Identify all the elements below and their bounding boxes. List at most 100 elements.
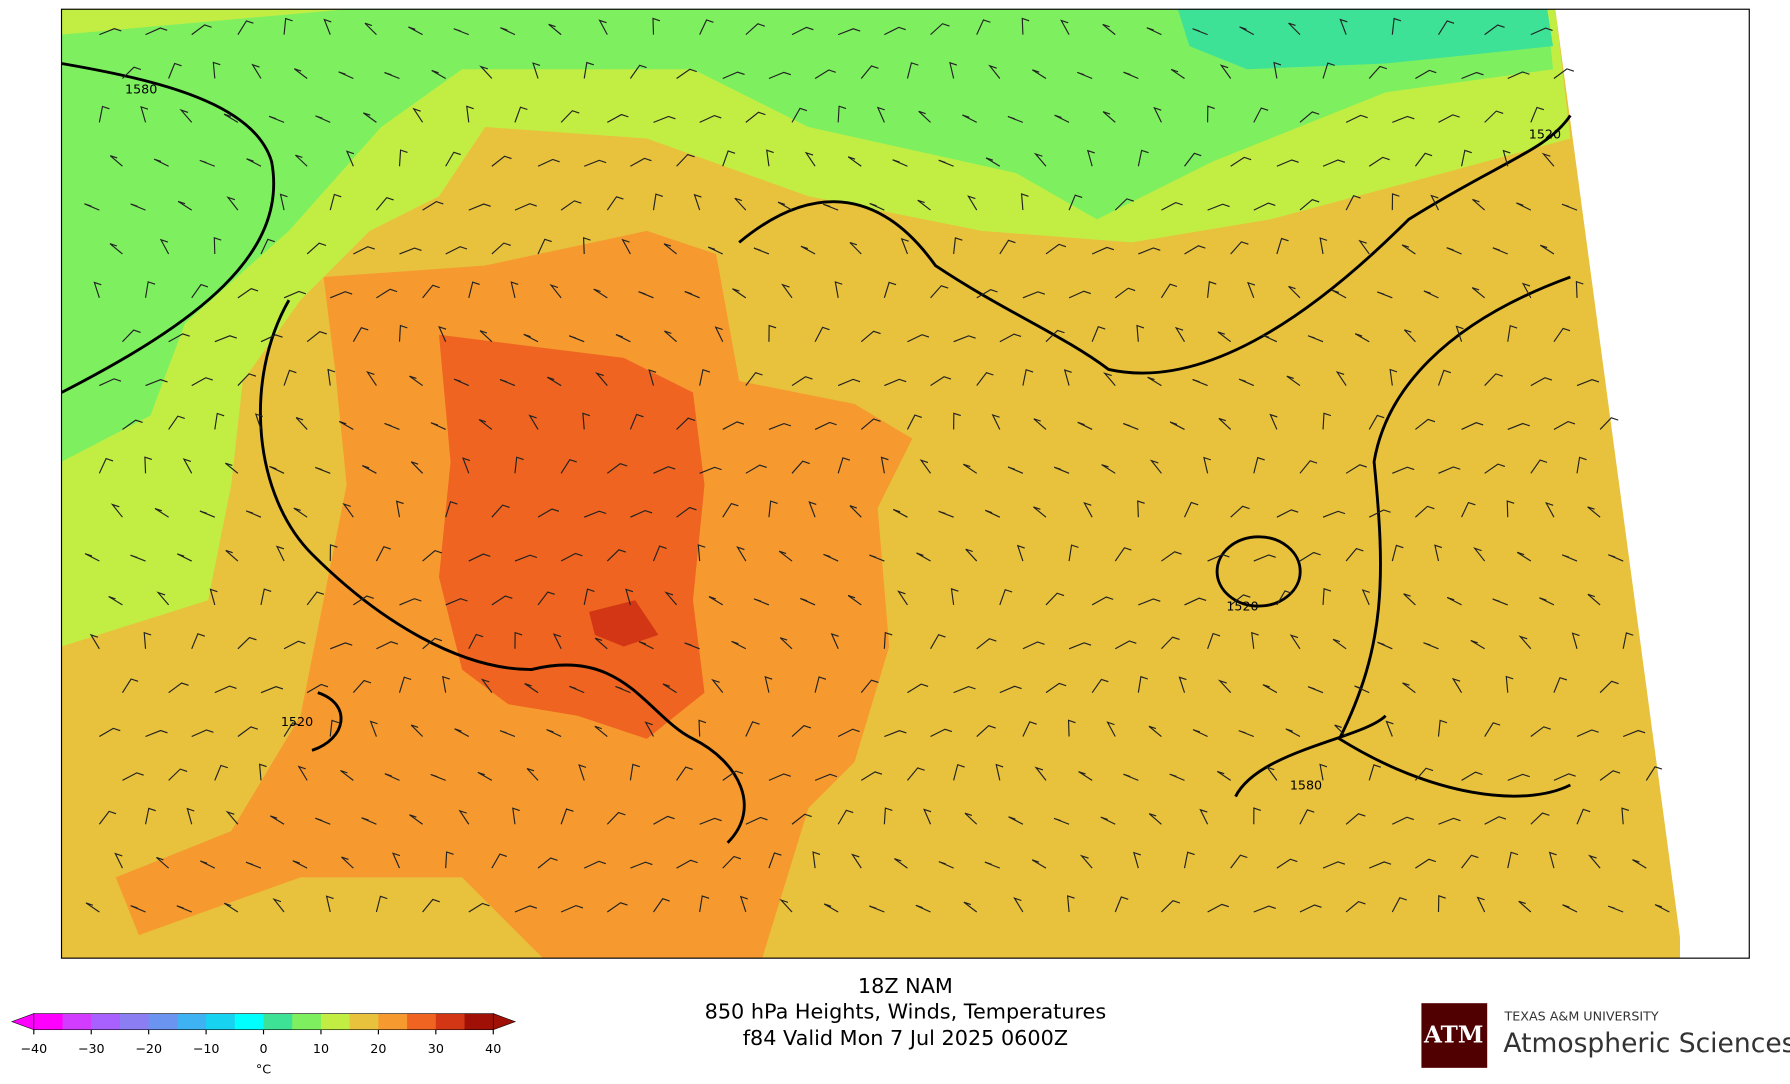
wind-barb (1446, 247, 1462, 255)
wind-barb (884, 730, 907, 738)
wind-barb (823, 553, 839, 562)
wind-barb (453, 378, 470, 387)
wind-barb (963, 463, 978, 474)
wind-barb (1541, 152, 1555, 167)
wind-barb (1354, 685, 1370, 694)
wind-barb (524, 683, 539, 694)
wind-barb (442, 675, 450, 693)
wind-barb (1599, 770, 1621, 781)
colorbar-high-extend (492, 1013, 517, 1031)
wind-barb (1091, 326, 1106, 342)
wind-barb (745, 23, 765, 36)
wind-barb (552, 633, 562, 650)
colorbar-swatch (292, 1013, 322, 1030)
wind-barb (1170, 68, 1185, 79)
wind-barb (409, 814, 423, 825)
wind-barb (376, 641, 399, 650)
wind-barb (953, 335, 976, 343)
wind-barb (1553, 420, 1576, 430)
wind-barb (722, 71, 745, 80)
wind-barb (306, 242, 327, 255)
wind-barb (560, 458, 577, 474)
contour-label: 1520 (1226, 599, 1258, 614)
wind-barb (684, 290, 700, 299)
wind-barb (1053, 817, 1070, 825)
wind-barb (398, 324, 408, 342)
temp-field-10 (61, 9, 1554, 462)
wind-barb (999, 588, 1013, 606)
wind-barb (422, 549, 443, 562)
wind-barb (930, 634, 946, 650)
wind-barb (491, 504, 510, 518)
height-contour (259, 299, 746, 844)
wind-barb (191, 24, 212, 36)
wind-barb (491, 242, 511, 255)
wind-barb (1068, 194, 1083, 211)
wind-barb (514, 554, 538, 562)
wind-barb (122, 419, 143, 430)
temp-field-30 (439, 334, 705, 739)
wind-barb (1169, 773, 1185, 781)
wind-barb (1203, 456, 1212, 474)
wind-barb (606, 549, 627, 562)
wind-barb (546, 376, 562, 387)
wind-barb (1502, 149, 1511, 167)
wind-barb (560, 110, 580, 123)
wind-barb (930, 285, 949, 299)
wind-barb (699, 466, 722, 474)
wind-barb (130, 905, 146, 913)
wind-barb (1219, 64, 1232, 79)
wind-barb (1608, 554, 1624, 562)
wind-barb (953, 237, 963, 255)
wind-barb (976, 372, 994, 386)
wind-barb (214, 764, 229, 781)
wind-barb (1114, 287, 1136, 299)
colorbar-swatch (234, 1013, 265, 1030)
wind-barb (1053, 466, 1070, 474)
colorbar-unit: °C (256, 1062, 271, 1077)
wind-barb (1174, 326, 1186, 343)
wind-barb (630, 510, 653, 518)
wind-barb (140, 105, 149, 123)
wind-barb (595, 372, 608, 386)
wind-barb (837, 378, 861, 387)
valid-time: f84 Valid Mon 7 Jul 2025 0600Z (743, 1026, 1068, 1050)
map (60, 8, 1750, 959)
wind-barb (1299, 199, 1320, 211)
wind-barb (814, 676, 827, 693)
wind-barb (1289, 634, 1301, 650)
wind-barb (1253, 456, 1265, 474)
wind-barb (225, 810, 239, 825)
wind-barb (548, 23, 562, 36)
wind-barb (1078, 771, 1093, 781)
wind-barb (1437, 369, 1452, 386)
wind-barb (849, 505, 862, 518)
wind-barb (212, 61, 221, 79)
wind-barb (283, 290, 307, 299)
wind-barb (1385, 720, 1394, 737)
colorbar: −40 −30 −20 −10 0 10 20 30 40 °C (11, 1013, 517, 1077)
wind-barb (883, 631, 893, 649)
wind-barb (1430, 194, 1440, 211)
wind-barb (860, 679, 879, 694)
wind-barb (491, 595, 513, 606)
wind-barb (1553, 327, 1571, 343)
wind-barb (1169, 421, 1185, 430)
wind-barb (1484, 110, 1504, 123)
wind-barb (153, 158, 169, 167)
wind-barb (1068, 544, 1079, 562)
wind-barb (361, 465, 377, 474)
wind-barb (122, 772, 144, 781)
wind-barb (583, 860, 607, 869)
wind-barb (1199, 808, 1209, 825)
wind-barb (422, 637, 443, 650)
wind-barb (999, 333, 1022, 343)
wind-barb (1335, 371, 1347, 386)
wind-barb (329, 193, 342, 211)
wind-barb (1020, 193, 1029, 211)
height-contour (1337, 275, 1571, 798)
wind-barb (1013, 897, 1024, 913)
wind-barb (1521, 282, 1532, 299)
wind-barb (768, 773, 791, 781)
